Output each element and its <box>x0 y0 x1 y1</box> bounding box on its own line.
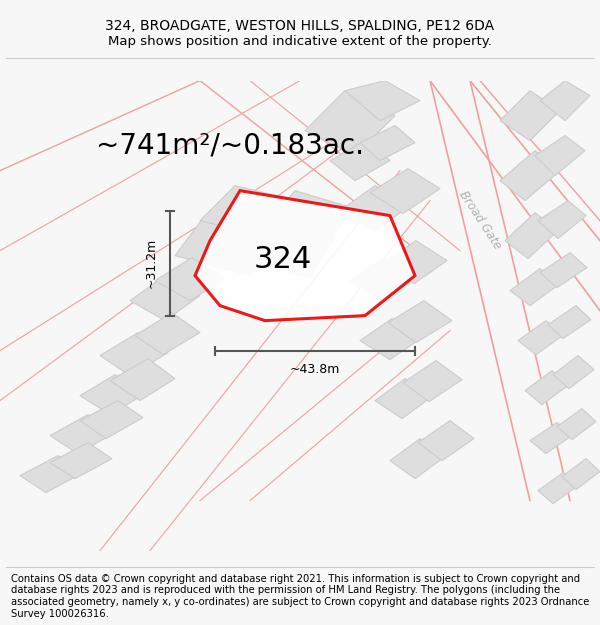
Polygon shape <box>518 321 564 354</box>
Polygon shape <box>382 241 447 284</box>
Polygon shape <box>553 356 594 389</box>
Polygon shape <box>305 91 395 156</box>
Polygon shape <box>530 422 572 454</box>
Polygon shape <box>538 201 586 239</box>
Polygon shape <box>388 301 452 343</box>
Polygon shape <box>548 306 591 339</box>
Polygon shape <box>370 169 440 214</box>
Polygon shape <box>245 221 335 278</box>
Text: ~31.2m: ~31.2m <box>145 238 158 288</box>
Polygon shape <box>360 319 422 359</box>
Polygon shape <box>110 359 175 401</box>
Polygon shape <box>375 379 432 419</box>
Polygon shape <box>50 442 112 479</box>
Polygon shape <box>195 191 415 321</box>
Polygon shape <box>540 253 587 288</box>
Polygon shape <box>80 401 143 439</box>
Polygon shape <box>80 374 145 414</box>
Polygon shape <box>500 91 560 141</box>
Text: ~741m²/~0.183ac.: ~741m²/~0.183ac. <box>96 132 364 159</box>
Polygon shape <box>562 459 600 489</box>
Polygon shape <box>350 259 415 301</box>
Polygon shape <box>50 414 115 454</box>
Text: ~43.8m: ~43.8m <box>290 362 340 376</box>
Polygon shape <box>540 81 590 121</box>
Polygon shape <box>340 186 410 231</box>
Text: 324: 324 <box>253 245 311 274</box>
Polygon shape <box>360 126 415 161</box>
Polygon shape <box>403 361 462 402</box>
Polygon shape <box>418 421 474 461</box>
Polygon shape <box>175 216 280 276</box>
Text: 324, BROADGATE, WESTON HILLS, SPALDING, PE12 6DA: 324, BROADGATE, WESTON HILLS, SPALDING, … <box>106 19 494 33</box>
Polygon shape <box>20 456 83 493</box>
Polygon shape <box>330 141 390 181</box>
Polygon shape <box>525 371 568 404</box>
Polygon shape <box>265 191 355 244</box>
Polygon shape <box>557 409 596 439</box>
Polygon shape <box>535 136 585 176</box>
Text: Contains OS data © Crown copyright and database right 2021. This information is : Contains OS data © Crown copyright and d… <box>11 574 589 619</box>
Polygon shape <box>505 213 558 259</box>
Polygon shape <box>200 186 305 238</box>
Polygon shape <box>135 312 200 354</box>
Polygon shape <box>500 151 560 201</box>
Polygon shape <box>100 332 168 376</box>
Polygon shape <box>538 472 578 504</box>
Polygon shape <box>130 276 200 321</box>
Polygon shape <box>155 258 225 301</box>
Text: Broad Gate: Broad Gate <box>457 189 503 253</box>
Polygon shape <box>510 269 560 306</box>
Polygon shape <box>345 81 420 121</box>
Text: Map shows position and indicative extent of the property.: Map shows position and indicative extent… <box>108 36 492 48</box>
Polygon shape <box>390 439 445 479</box>
